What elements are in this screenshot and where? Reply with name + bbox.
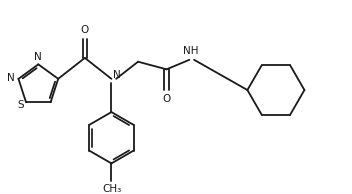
- Text: N: N: [7, 73, 15, 83]
- Text: CH₃: CH₃: [103, 184, 122, 194]
- Text: NH: NH: [183, 46, 198, 56]
- Text: O: O: [162, 94, 171, 104]
- Text: O: O: [81, 25, 89, 35]
- Text: N: N: [113, 70, 121, 80]
- Text: S: S: [17, 100, 24, 110]
- Text: N: N: [34, 52, 42, 62]
